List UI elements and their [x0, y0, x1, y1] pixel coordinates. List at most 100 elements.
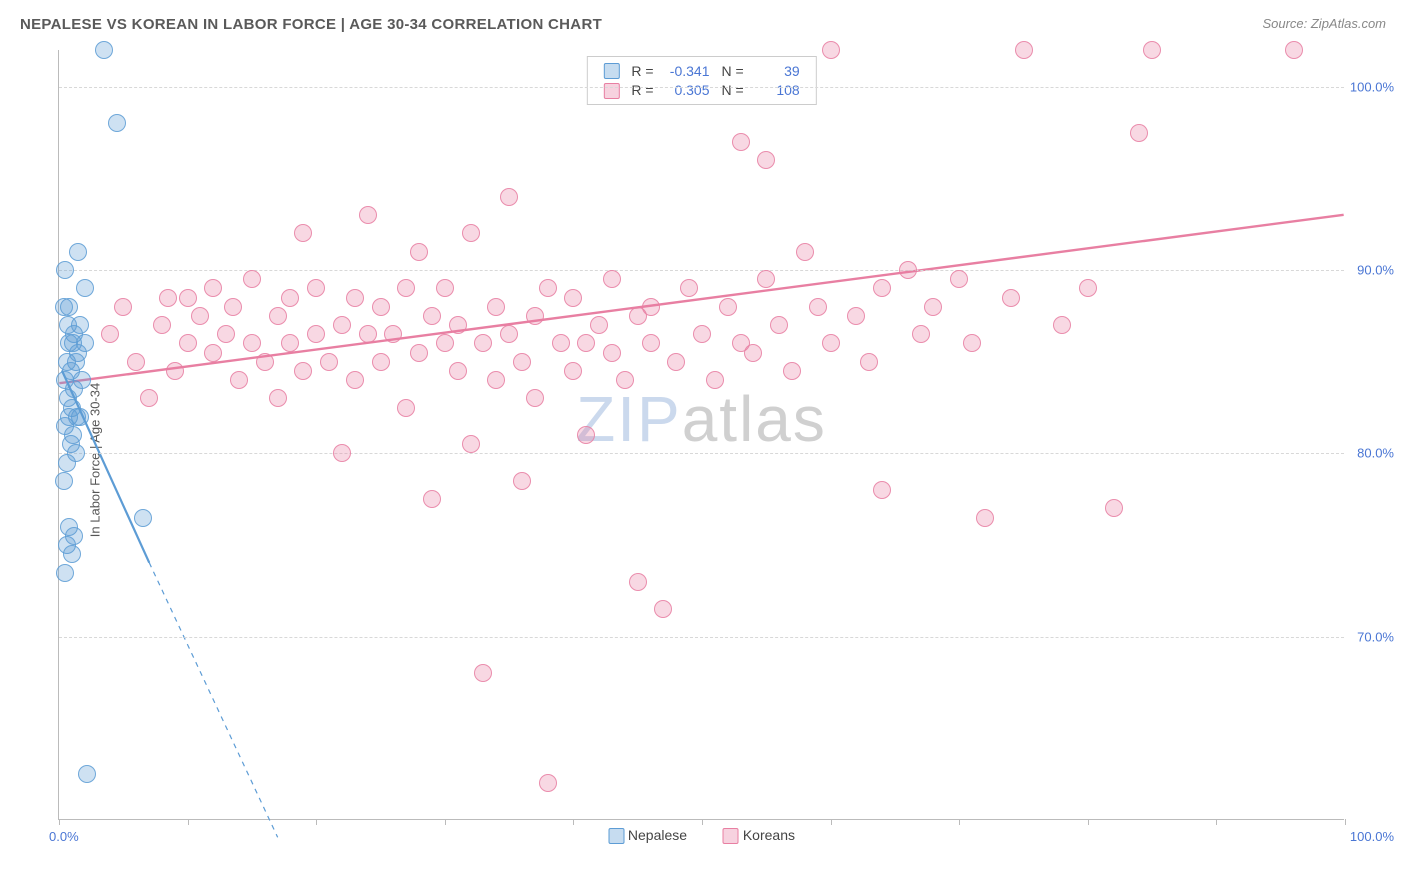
data-point-koreans	[397, 399, 415, 417]
legend-swatch-nepalese	[603, 63, 619, 79]
data-point-nepalese	[56, 261, 74, 279]
grid-line	[59, 453, 1344, 454]
data-point-koreans	[243, 334, 261, 352]
data-point-koreans	[847, 307, 865, 325]
data-point-koreans	[513, 353, 531, 371]
legend-N-label: N =	[722, 63, 744, 79]
watermark-part2: atlas	[682, 383, 827, 455]
data-point-koreans	[796, 243, 814, 261]
data-point-koreans	[783, 362, 801, 380]
data-point-nepalese	[63, 545, 81, 563]
data-point-koreans	[526, 389, 544, 407]
chart-container: In Labor Force | Age 30-34 ZIPatlas R = …	[20, 50, 1386, 870]
source-label: Source: ZipAtlas.com	[1262, 16, 1386, 31]
data-point-koreans	[693, 325, 711, 343]
data-point-koreans	[757, 270, 775, 288]
data-point-koreans	[269, 307, 287, 325]
title-bar: NEPALESE VS KOREAN IN LABOR FORCE | AGE …	[20, 16, 1386, 40]
data-point-koreans	[474, 664, 492, 682]
y-tick-label: 80.0%	[1357, 446, 1394, 461]
data-point-koreans	[500, 325, 518, 343]
legend-R-value-nepalese: -0.341	[666, 63, 710, 79]
grid-line	[59, 87, 1344, 88]
legend-swatch-nepalese-2	[608, 828, 624, 844]
legend-swatch-koreans	[603, 83, 619, 99]
legend-swatch-koreans-2	[723, 828, 739, 844]
data-point-koreans	[410, 344, 428, 362]
data-point-koreans	[423, 490, 441, 508]
legend-item-nepalese: Nepalese	[608, 827, 691, 843]
data-point-koreans	[976, 509, 994, 527]
legend-row-koreans: R = 0.305 N = 108	[597, 80, 805, 99]
data-point-nepalese	[108, 114, 126, 132]
data-point-nepalese	[55, 472, 73, 490]
data-point-koreans	[744, 344, 762, 362]
data-point-koreans	[436, 279, 454, 297]
data-point-koreans	[526, 307, 544, 325]
data-point-nepalese	[58, 454, 76, 472]
data-point-koreans	[487, 298, 505, 316]
data-point-koreans	[629, 573, 647, 591]
data-point-koreans	[243, 270, 261, 288]
legend-N-value-nepalese: 39	[756, 63, 800, 79]
data-point-koreans	[294, 224, 312, 242]
legend-R-value-koreans: 0.305	[666, 82, 710, 98]
data-point-koreans	[449, 362, 467, 380]
data-point-koreans	[500, 188, 518, 206]
legend-N-label: N =	[722, 82, 744, 98]
data-point-koreans	[1143, 41, 1161, 59]
x-tick-mark	[59, 819, 60, 825]
data-point-koreans	[384, 325, 402, 343]
data-point-koreans	[346, 371, 364, 389]
x-tick-mark	[1216, 819, 1217, 825]
data-point-koreans	[590, 316, 608, 334]
data-point-koreans	[539, 774, 557, 792]
trend-line	[149, 563, 277, 838]
data-point-koreans	[706, 371, 724, 389]
data-point-koreans	[564, 362, 582, 380]
data-point-koreans	[281, 289, 299, 307]
data-point-koreans	[372, 353, 390, 371]
grid-line	[59, 637, 1344, 638]
data-point-koreans	[359, 206, 377, 224]
data-point-koreans	[333, 444, 351, 462]
x-tick-mark	[1088, 819, 1089, 825]
data-point-koreans	[307, 325, 325, 343]
data-point-nepalese	[134, 509, 152, 527]
data-point-koreans	[667, 353, 685, 371]
data-point-koreans	[1079, 279, 1097, 297]
data-point-koreans	[912, 325, 930, 343]
data-point-koreans	[191, 307, 209, 325]
data-point-koreans	[873, 481, 891, 499]
data-point-koreans	[873, 279, 891, 297]
data-point-koreans	[680, 279, 698, 297]
data-point-koreans	[159, 289, 177, 307]
data-point-koreans	[642, 298, 660, 316]
data-point-koreans	[860, 353, 878, 371]
legend-item-koreans: Koreans	[723, 827, 795, 843]
data-point-koreans	[642, 334, 660, 352]
data-point-koreans	[179, 289, 197, 307]
data-point-koreans	[1002, 289, 1020, 307]
data-point-koreans	[539, 279, 557, 297]
legend-label-koreans: Koreans	[743, 827, 795, 843]
data-point-koreans	[359, 325, 377, 343]
data-point-koreans	[372, 298, 390, 316]
data-point-koreans	[924, 298, 942, 316]
data-point-koreans	[256, 353, 274, 371]
data-point-koreans	[770, 316, 788, 334]
data-point-nepalese	[69, 243, 87, 261]
data-point-koreans	[397, 279, 415, 297]
y-tick-label: 100.0%	[1350, 79, 1394, 94]
data-point-koreans	[899, 261, 917, 279]
data-point-koreans	[269, 389, 287, 407]
x-tick-mark	[959, 819, 960, 825]
data-point-koreans	[307, 279, 325, 297]
data-point-koreans	[153, 316, 171, 334]
data-point-koreans	[1130, 124, 1148, 142]
data-point-koreans	[333, 316, 351, 334]
x-tick-mark	[188, 819, 189, 825]
data-point-koreans	[281, 334, 299, 352]
data-point-koreans	[436, 334, 454, 352]
plot-area: ZIPatlas R = -0.341 N = 39 R = 0.305 N =…	[58, 50, 1344, 820]
